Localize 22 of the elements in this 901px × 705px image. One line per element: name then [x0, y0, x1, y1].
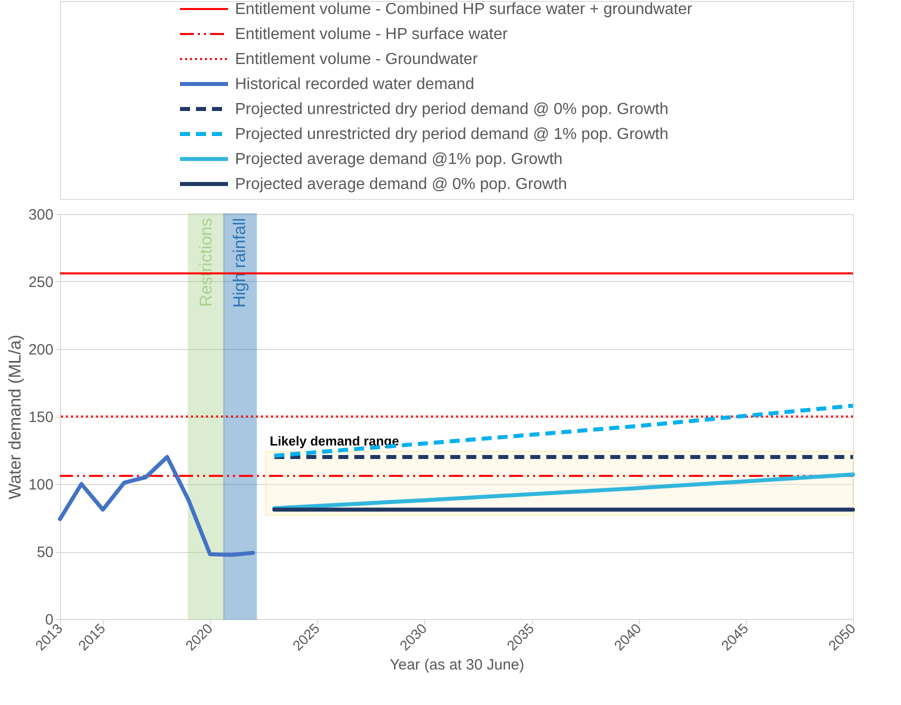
x-axis-title: Year (as at 30 June) [390, 656, 524, 674]
legend-label: Historical recorded water demand [235, 76, 474, 93]
line-series [58, 455, 255, 557]
y-tick-label: 0 [45, 612, 54, 628]
legend-label: Projected average demand @ 0% pop. Growth [235, 176, 567, 193]
line-series [272, 472, 855, 510]
legend-label: Projected unrestricted dry period demand @ 1% pop. Growth [235, 126, 668, 143]
line-series [272, 404, 855, 458]
legend-label: Entitlement volume - HP surface water [235, 26, 508, 43]
band-label: Restrictions [196, 218, 216, 307]
y-tick-label: 100 [28, 476, 54, 494]
band-label: High rainfall [230, 218, 250, 308]
y-tick-label: 200 [28, 342, 54, 358]
y-tick-label: 50 [36, 544, 54, 561]
y-tick-label: 250 [28, 274, 54, 291]
legend-label: Entitlement volume - Combined HP surface water + groundwater [235, 1, 693, 18]
y-tick-label: 300 [28, 206, 54, 224]
y-axis-title: Water demand (ML/a) [5, 334, 24, 500]
y-tick-label: 150 [28, 409, 54, 426]
legend-label: Projected average demand @1% pop. Growth [235, 151, 563, 168]
legend-label: Projected unrestricted dry period demand @ 0% pop. Growth [235, 101, 668, 118]
legend-label: Entitlement volume - Groundwater [235, 51, 478, 68]
